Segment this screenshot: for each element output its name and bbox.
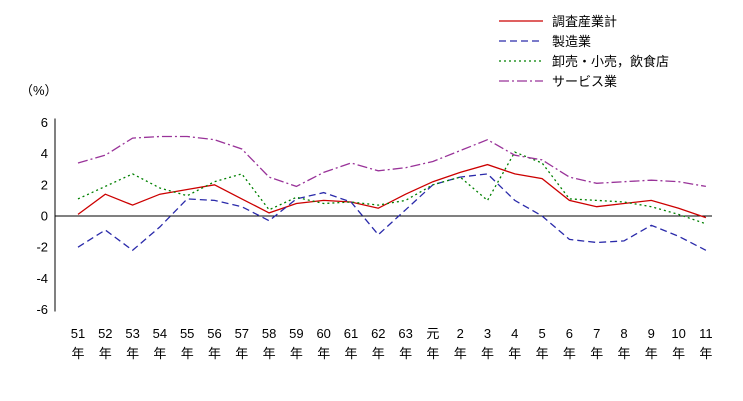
- x-tick-label: 62: [371, 326, 385, 341]
- x-tick-suffix-label: 年: [290, 346, 303, 361]
- x-tick-label: 9: [648, 326, 655, 341]
- x-tick-suffix-label: 年: [645, 346, 658, 361]
- x-tick-label: 54: [153, 326, 167, 341]
- legend-label: 卸売・小売，飲食店: [552, 54, 670, 69]
- legend-line-sample-icon: [499, 39, 543, 42]
- x-tick-label: 2: [457, 326, 464, 341]
- x-tick-label: 10: [671, 326, 685, 341]
- x-tick-suffix-label: 年: [317, 346, 330, 361]
- y-axis-unit-label: （%）: [20, 83, 58, 98]
- legend-item: 製造業: [498, 32, 669, 49]
- x-tick-label: 11: [699, 326, 713, 341]
- x-tick-label: 53: [125, 326, 139, 341]
- y-tick-label: -4: [36, 271, 48, 286]
- series-line: [77, 173, 707, 252]
- y-tick-label: 2: [41, 177, 48, 192]
- legend-label: 製造業: [552, 34, 592, 49]
- y-tick-label: -6: [36, 302, 48, 317]
- x-tick-suffix-label: 年: [344, 346, 357, 361]
- x-tick-suffix-label: 年: [672, 346, 685, 361]
- x-tick-label: 58: [262, 326, 276, 341]
- x-tick-suffix-label: 年: [208, 346, 221, 361]
- x-tick-label: 元: [426, 326, 439, 341]
- x-tick-label: 56: [207, 326, 221, 341]
- x-tick-suffix-label: 年: [235, 346, 248, 361]
- x-tick-suffix-label: 年: [508, 346, 521, 361]
- chart-legend: 調査産業計製造業卸売・小売，飲食店 サービス業: [498, 12, 669, 89]
- x-tick-suffix-label: 年: [426, 346, 439, 361]
- x-tick-label: 5: [538, 326, 545, 341]
- x-tick-suffix-label: 年: [536, 346, 549, 361]
- x-tick-suffix-label: 年: [99, 346, 112, 361]
- x-tick-suffix-label: 年: [617, 346, 630, 361]
- legend-item: サービス業: [498, 72, 669, 89]
- x-tick-label: 8: [620, 326, 627, 341]
- y-tick-label: 4: [41, 146, 48, 161]
- x-tick-label: 60: [316, 326, 330, 341]
- legend-item: 調査産業計: [498, 12, 669, 29]
- x-tick-suffix-label: 年: [399, 346, 412, 361]
- x-tick-suffix-label: 年: [590, 346, 603, 361]
- x-tick-label: 51: [71, 326, 85, 341]
- x-tick-suffix-label: 年: [699, 346, 712, 361]
- legend-line-sample-icon: [499, 19, 543, 22]
- x-tick-suffix-label: 年: [71, 346, 84, 361]
- x-tick-label: 52: [98, 326, 112, 341]
- legend-line-sample-icon: [499, 59, 543, 62]
- x-tick-suffix-label: 年: [372, 346, 385, 361]
- series-line: [77, 151, 707, 225]
- x-tick-suffix-label: 年: [263, 346, 276, 361]
- x-tick-suffix-label: 年: [454, 346, 467, 361]
- x-tick-label: 55: [180, 326, 194, 341]
- x-tick-label: 4: [511, 326, 518, 341]
- x-tick-label: 61: [344, 326, 358, 341]
- series-line: [77, 135, 707, 188]
- legend-line-sample-icon: [499, 79, 543, 82]
- x-tick-label: 59: [289, 326, 303, 341]
- x-tick-label: 3: [484, 326, 491, 341]
- x-tick-suffix-label: 年: [126, 346, 139, 361]
- series-line: [77, 163, 707, 219]
- legend-label: 調査産業計: [552, 14, 618, 29]
- x-tick-suffix-label: 年: [181, 346, 194, 361]
- y-tick-label: -2: [36, 240, 48, 255]
- y-tick-label: 0: [41, 209, 48, 224]
- legend-label: サービス業: [552, 74, 618, 89]
- x-tick-suffix-label: 年: [563, 346, 576, 361]
- x-tick-label: 7: [593, 326, 600, 341]
- x-tick-label: 63: [398, 326, 412, 341]
- x-tick-label: 6: [566, 326, 573, 341]
- x-tick-suffix-label: 年: [481, 346, 494, 361]
- x-tick-label: 57: [235, 326, 249, 341]
- y-tick-label: 6: [41, 115, 48, 130]
- x-tick-suffix-label: 年: [153, 346, 166, 361]
- legend-item: 卸売・小売，飲食店: [498, 52, 669, 69]
